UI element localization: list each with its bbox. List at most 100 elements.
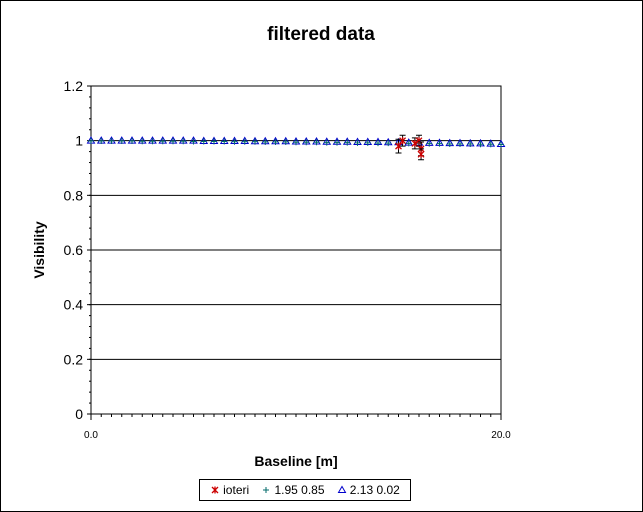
data-point [487,141,494,148]
x-axis-title: Baseline [m] [254,453,337,469]
asterisk-marker [411,139,419,147]
legend: ioteri 1.95 0.85 2.13 0.02 [199,479,411,501]
data-point [303,139,310,146]
plus-marker [98,137,105,144]
chart-title: filtered data [267,24,375,45]
data-point [405,140,412,147]
plus-marker [231,138,238,145]
plus-marker [149,138,156,145]
legend-marker-icon [263,487,270,493]
plus-marker [364,139,371,146]
plus-marker [252,138,258,145]
plus-marker [385,140,392,147]
data-point [498,141,504,148]
plus-marker [467,140,474,147]
plus-marker [293,139,299,146]
plus-marker [190,138,197,145]
x-tick-labels: 0.0 20.0 [84,430,511,441]
triangle-marker [337,485,347,493]
data-point [334,139,340,146]
data-point [262,139,269,146]
data-point [364,139,371,146]
plus-marker [303,139,310,146]
x-tick-label: 20.0 [491,430,511,441]
data-point [344,139,351,146]
asterisk-marker [395,142,402,150]
plus-marker [108,137,115,144]
asterisk-marker [211,486,219,494]
plus-marker [180,138,187,145]
legend-marker [211,486,219,494]
plus-marker [159,138,166,145]
data-point [467,140,474,147]
data-point [446,140,453,147]
data-point [231,138,238,145]
plus-marker [405,140,412,147]
y-tick-label: 1.2 [64,78,84,94]
axes [87,85,502,420]
data-point [323,139,330,146]
grid-lines [91,140,501,360]
legend-marker-icon [337,485,347,493]
data-point [354,139,361,146]
data-point [200,138,207,145]
data-point [282,139,289,146]
data-point [375,140,381,147]
plus-marker [457,140,463,147]
data-point [241,138,248,145]
data-point [313,139,320,146]
plus-marker [170,138,176,145]
x-tick-label: 0.0 [84,430,98,441]
data-point [159,138,166,145]
y-tick-label: 0 [75,406,83,422]
data-point [221,138,228,145]
plus-marker [344,139,351,146]
plus-marker [129,137,135,144]
plus-marker [334,139,340,146]
data-point [149,138,156,145]
data-point [211,138,217,145]
data-point [395,142,402,150]
data-point [399,137,407,145]
y-tick-label: 0.4 [64,297,84,313]
plus-marker [118,137,125,144]
plus-marker [498,141,504,148]
data-point [457,140,463,147]
plus-marker [221,138,228,145]
y-tick-label: 1 [75,133,83,149]
plus-marker [487,141,494,148]
data-point [252,138,258,145]
plus-marker [313,139,320,146]
data-point [108,137,115,144]
legend-item: 2.13 0.02 [337,483,400,497]
asterisk-marker [417,150,425,158]
data-point [477,141,484,148]
plus-marker [272,139,279,146]
plus-marker [426,140,433,147]
data-point [98,137,105,144]
legend-item: ioteri [210,483,249,497]
y-axis-title: Visibility [31,221,47,279]
data-point [385,140,392,147]
data-point [190,138,197,145]
plus-marker [354,139,361,146]
data-point [426,140,433,147]
plus-marker [263,487,270,493]
plus-marker [211,138,217,145]
y-tick-label: 0.8 [64,187,84,203]
series-0 [395,134,425,161]
legend-marker [337,485,347,493]
plus-marker [477,141,484,148]
data-point [180,138,187,145]
data-point [129,137,135,144]
plus-marker [88,137,94,144]
legend-label: ioteri [223,483,250,497]
plus-marker [262,139,269,146]
y-tick-labels: 0 0.2 0.4 0.6 0.8 1 1.2 [64,78,84,422]
data-point [293,139,299,146]
asterisk-marker [399,137,407,145]
y-tick-label: 0.2 [64,351,84,367]
data-point [88,137,94,144]
